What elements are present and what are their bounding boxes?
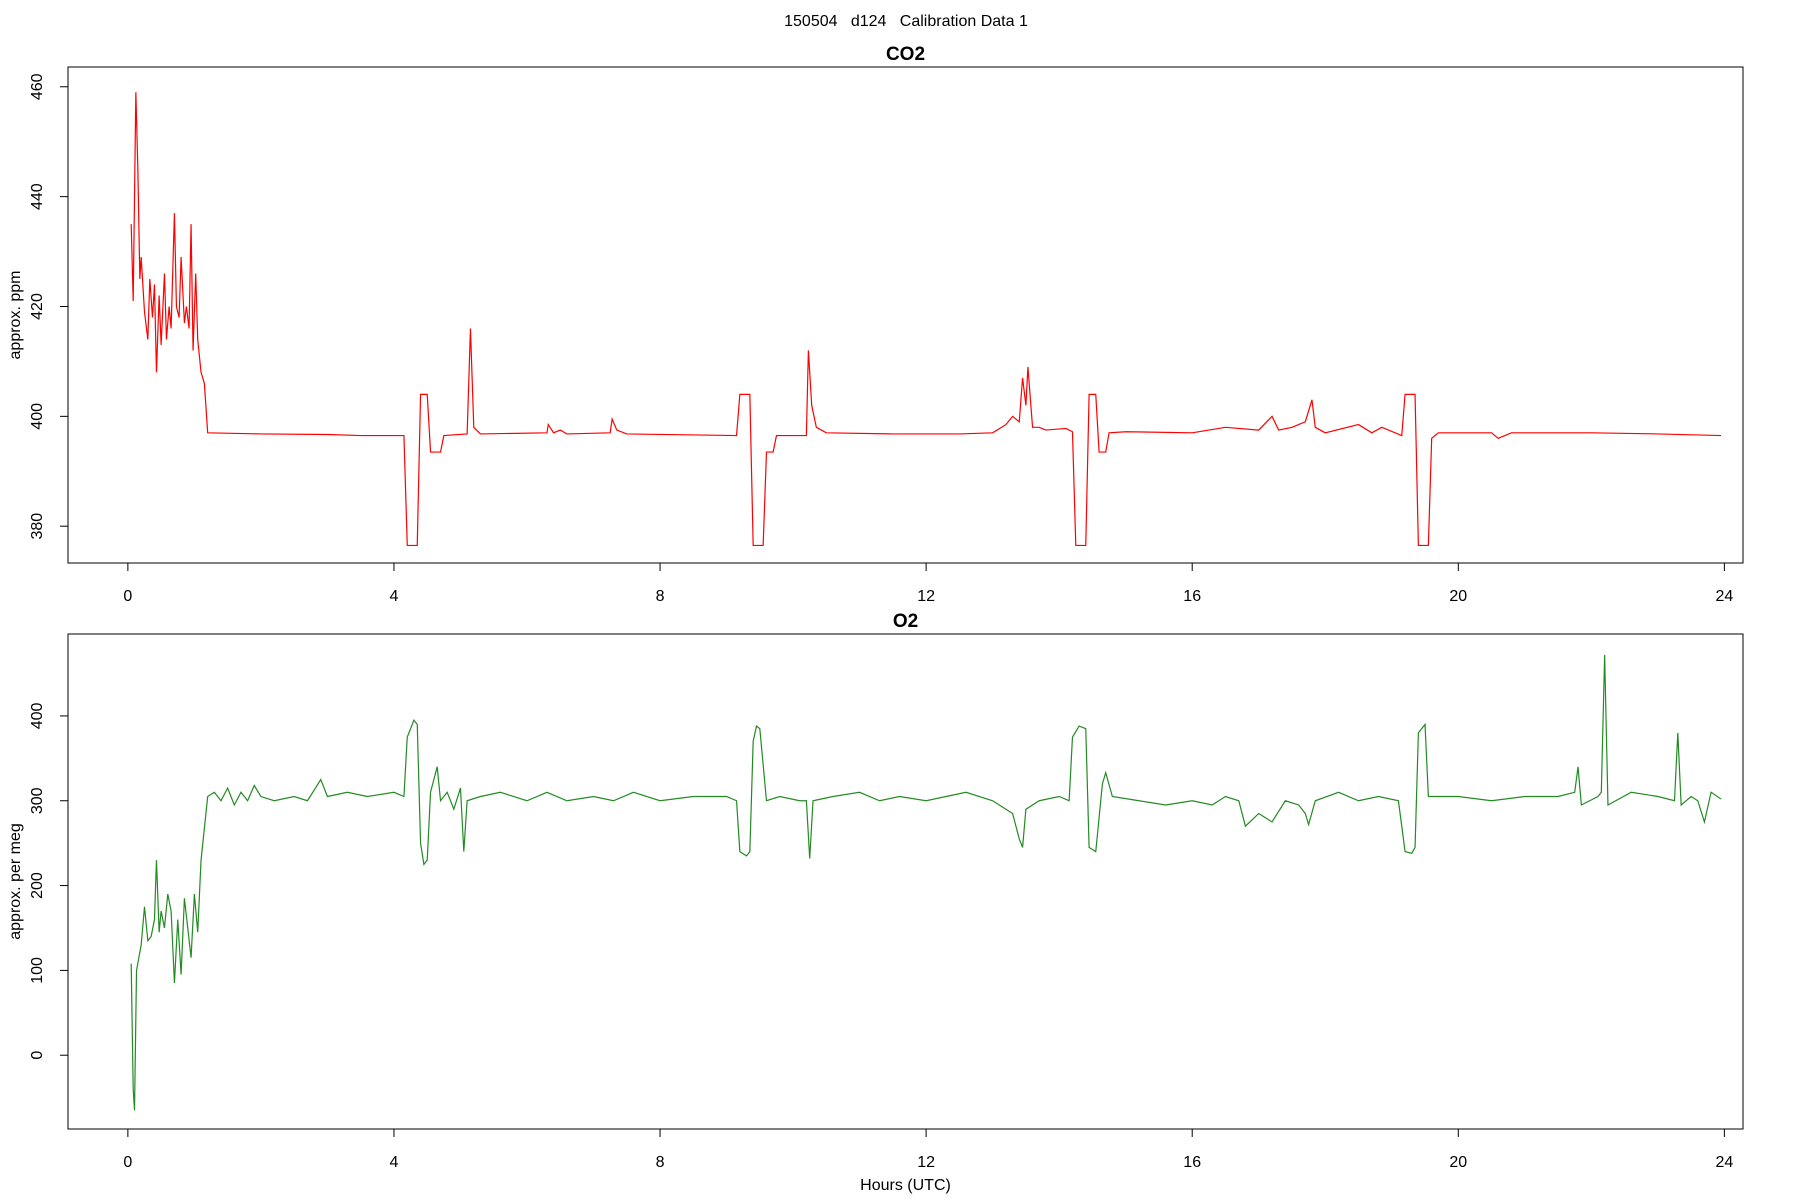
plot-frame — [67, 633, 1744, 1130]
x-axis-label: Hours (UTC) — [860, 1177, 951, 1194]
data-line — [130, 654, 1722, 1111]
x-tick-label: 16 — [1183, 1154, 1201, 1171]
chart-title: CO2 — [886, 44, 925, 65]
data-line — [130, 92, 1722, 547]
y-tick-label: 460 — [29, 73, 46, 100]
y-tick-label: 200 — [29, 872, 46, 899]
y-axis-label: approx. per meg — [7, 823, 24, 940]
figure-title: 150504 d124 Calibration Data 1 — [784, 13, 1028, 30]
x-tick-label: 12 — [917, 1154, 935, 1171]
x-tick-label: 24 — [1715, 588, 1733, 605]
x-tick-label: 0 — [123, 1154, 132, 1171]
y-tick-label: 100 — [29, 957, 46, 984]
x-tick-label: 8 — [656, 1154, 665, 1171]
x-tick-label: 8 — [656, 588, 665, 605]
x-tick-label: 4 — [390, 588, 399, 605]
x-tick-label: 0 — [123, 588, 132, 605]
x-tick-label: 4 — [390, 1154, 399, 1171]
y-tick-label: 380 — [29, 513, 46, 540]
y-tick-label: 400 — [29, 702, 46, 729]
y-tick-label: 400 — [29, 403, 46, 430]
x-tick-label: 20 — [1449, 588, 1467, 605]
y-tick-label: 0 — [29, 1051, 46, 1060]
y-tick-label: 300 — [29, 787, 46, 814]
y-tick-label: 420 — [29, 293, 46, 320]
x-tick-label: 12 — [917, 588, 935, 605]
x-tick-label: 16 — [1183, 588, 1201, 605]
x-tick-label: 24 — [1715, 1154, 1733, 1171]
plot-frame — [67, 66, 1744, 564]
y-axis-label: approx. ppm — [7, 271, 24, 360]
chart-title: O2 — [893, 611, 918, 632]
y-tick-label: 440 — [29, 183, 46, 210]
x-tick-label: 20 — [1449, 1154, 1467, 1171]
